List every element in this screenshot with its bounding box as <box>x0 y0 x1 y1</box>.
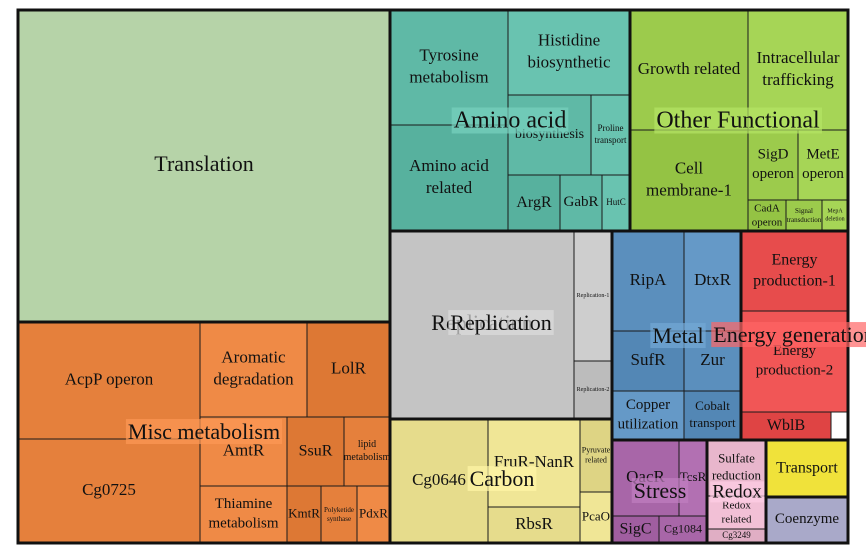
cell-label-translation: Translation <box>154 151 253 176</box>
cell-label-sigd-operon: SigD operon <box>752 147 794 183</box>
cell-label-signal-transduction: Signal transduction <box>787 207 822 224</box>
group-label-bg-carbon <box>467 466 537 492</box>
cell-label-sigc: SigC <box>619 520 651 537</box>
cell-label-replication-1: Replication-1 <box>577 293 610 299</box>
cell-label-argr: ArgR <box>516 194 552 211</box>
group-label-metal: Metal <box>652 323 703 348</box>
group-labels-layer: Amino acid Other Functional Replication Met… <box>125 107 866 504</box>
cell-label-cg3249: Cg3249 <box>722 530 751 540</box>
cell-label-ssur: SsuR <box>299 442 333 459</box>
treemap-cell-replication-2 <box>573 360 613 420</box>
cell-label-lolr: LolR <box>331 358 367 377</box>
group-label-amino-acid: Amino acid <box>454 108 567 134</box>
cell-label-histidine-biosynthetic: Histidine biosynthetic <box>527 30 611 71</box>
cell-label-cobalt-transport: Cobalt transport <box>689 398 736 430</box>
cell-label-kmtr: KmtR <box>288 505 320 520</box>
cell-label-copper-utilization: Copper utilization <box>618 397 679 433</box>
treemap-cell-proline-transport <box>590 94 631 176</box>
treemap-cell-qacr <box>611 439 680 517</box>
cell-label-lipid-metabolism: lipid metabolism <box>344 439 391 463</box>
cell-label-amtr: AmtR <box>223 440 265 459</box>
treemap-cell-wblb <box>740 411 832 441</box>
treemap-cell-energy-production-1 <box>740 230 849 312</box>
cell-label-pdxr: PdxR <box>359 505 388 520</box>
cell-label-amino-acid-related: Amino acid related <box>409 156 489 197</box>
group-label-bg-misc-metabolism <box>125 419 283 445</box>
cell-label-cg0725: Cg0725 <box>82 480 136 499</box>
cell-label-energy-production-2: Energy production-2 <box>756 343 833 379</box>
cells-layer: Translation Tyrosine metabolism Histidine bi… <box>17 9 849 544</box>
group-label-bg-stress <box>631 478 689 504</box>
treemap-cell-kmtr <box>286 485 322 544</box>
cell-label-hutc: HutC <box>606 197 626 207</box>
cell-label-rbsr: RbsR <box>515 514 553 533</box>
treemap-cell-cobalt-transport <box>683 390 742 441</box>
cell-label-mete-operon: MetE operon <box>802 147 844 183</box>
treemap-cell-mepa-deletion <box>821 199 849 232</box>
treemap-cell-frur-nanr <box>487 418 581 508</box>
cell-label-zur: Zur <box>700 350 725 369</box>
cell-label-cg1084: Cg1084 <box>664 521 702 535</box>
cell-label-tyrosine-metabolism: Tyrosine metabolism <box>409 45 488 86</box>
treemap-cell-rbsr <box>487 506 581 544</box>
treemap-cell-ssur <box>286 416 345 487</box>
group-label-replication: Replication <box>450 310 551 335</box>
treemap-cell-sigd-operon <box>747 129 799 201</box>
cell-label-acpp-operon: AcpP operon <box>65 369 154 388</box>
cell-label-proline-transport: Proline transport <box>595 123 627 145</box>
treemap-cell-cell-membrane-1 <box>629 129 749 232</box>
treemap-cell-histidine-biosynthetic <box>507 9 631 96</box>
cell-label-coenzyme: Coenzyme <box>775 511 839 527</box>
group-label-carbon: Carbon <box>470 466 535 491</box>
treemap-cell-tcsr <box>678 439 708 517</box>
treemap-cell-argr <box>507 174 561 232</box>
cell-label-sufr: SufR <box>631 350 667 369</box>
cell-label-pyruvate-related: Pyruvate related <box>582 445 611 464</box>
group-label-stress: Stress <box>634 478 687 503</box>
cell-label-dtxr: DtxR <box>694 270 732 289</box>
group-label-redox: Redox <box>712 481 762 502</box>
treemap-cell-thiamine-metabolism <box>199 485 288 544</box>
cell-label-cg0646: Cg0646 <box>412 470 466 489</box>
treemap-cell-cada-operon <box>747 199 787 232</box>
cell-label-energy-production-1: Energy production-1 <box>753 251 836 289</box>
treemap-cell-mete-operon <box>797 129 849 201</box>
group-label-bg-energy-generation <box>711 322 866 348</box>
cell-label-aromatic-degradation: Aromatic degradation <box>213 347 294 388</box>
cell-label-pcao: PcaO <box>582 508 610 523</box>
cell-label-growth-related: Growth related <box>638 59 741 78</box>
cell-label-gabr: GabR <box>564 194 599 210</box>
cell-label-sulfate-reduction: Sulfate reduction <box>712 451 762 483</box>
cell-label-polyketide-synthase: Polyketide synthase <box>324 506 354 523</box>
cell-label-intracellular-trafficking: Intracellular trafficking <box>756 48 839 89</box>
group-label-bg-metal <box>650 323 706 349</box>
cell-label-wblb: WblB <box>767 417 805 434</box>
treemap-cell-translation <box>17 9 391 323</box>
treemap-cell-gabr <box>559 174 603 232</box>
group-label-energy-generation: Energy generation <box>713 322 866 347</box>
treemap-cell-copper-utilization <box>611 390 685 441</box>
treemap-cell-tyrosine-metabolism <box>389 9 509 126</box>
cell-label-cada-operon: CadA operon <box>752 202 783 228</box>
group-label-misc-metabolism: Misc metabolism <box>128 419 280 444</box>
group-label-bg-amino-acid <box>451 107 569 134</box>
cell-label-mepa-deletion: MepA deletion <box>825 209 844 223</box>
group-label-bg-redox <box>710 481 765 503</box>
treemap-cell-lolr <box>306 321 391 418</box>
cell-label-transport: Transport <box>776 459 838 476</box>
group-label-bg-other-functional <box>654 107 822 134</box>
group-label-bg-replication <box>448 310 554 336</box>
cell-label-thiamine-metabolism: Thiamine metabolism <box>209 496 279 532</box>
cell-label-replication-2: Replication-2 <box>577 387 610 393</box>
treemap-cell-transport <box>765 439 849 498</box>
group-border-coenzyme <box>764 495 850 545</box>
cell-label-cell-membrane-1: Cell membrane-1 <box>646 158 732 199</box>
cell-label-ripa: RipA <box>630 270 668 289</box>
group-label-other-functional: Other Functional <box>656 108 820 134</box>
